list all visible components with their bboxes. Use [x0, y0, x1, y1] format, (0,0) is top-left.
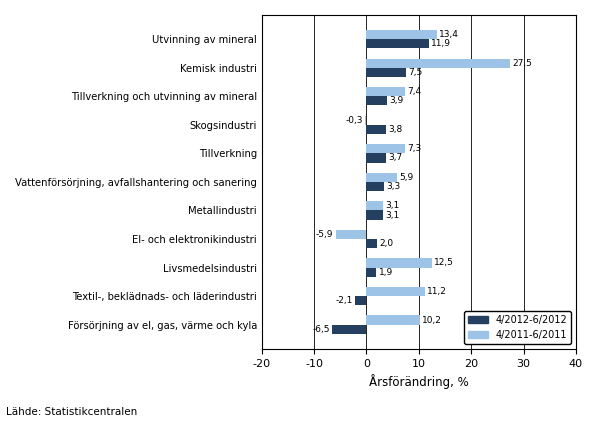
- Bar: [367, 201, 383, 210]
- Text: -0,3: -0,3: [345, 116, 363, 125]
- Bar: [367, 59, 511, 68]
- Bar: [367, 30, 437, 39]
- Bar: [367, 239, 377, 248]
- Bar: [367, 268, 376, 277]
- Legend: 4/2012-6/2012, 4/2011-6/2011: 4/2012-6/2012, 4/2011-6/2011: [464, 312, 571, 344]
- Text: 7,5: 7,5: [408, 68, 422, 77]
- Text: 12,5: 12,5: [434, 258, 454, 267]
- Text: 3,1: 3,1: [385, 210, 399, 219]
- Bar: [332, 325, 367, 334]
- Text: -6,5: -6,5: [313, 325, 330, 334]
- Text: 3,7: 3,7: [388, 154, 402, 163]
- Text: 2,0: 2,0: [379, 239, 393, 248]
- Text: 3,3: 3,3: [386, 182, 400, 191]
- Text: 7,4: 7,4: [407, 87, 422, 96]
- Text: 5,9: 5,9: [399, 173, 414, 182]
- Text: 7,3: 7,3: [407, 144, 421, 153]
- Text: 3,8: 3,8: [389, 125, 402, 134]
- Text: -2,1: -2,1: [336, 296, 353, 305]
- Text: 27,5: 27,5: [512, 59, 532, 68]
- Text: Lähde: Statistikcentralen: Lähde: Statistikcentralen: [6, 407, 137, 417]
- Text: 11,2: 11,2: [427, 287, 447, 296]
- Bar: [367, 182, 384, 191]
- Bar: [355, 296, 367, 305]
- Text: 1,9: 1,9: [379, 268, 393, 277]
- Bar: [367, 68, 406, 77]
- Bar: [367, 210, 383, 220]
- Bar: [367, 96, 387, 106]
- Bar: [367, 87, 405, 96]
- Bar: [367, 287, 425, 296]
- Text: -5,9: -5,9: [316, 230, 334, 239]
- X-axis label: Årsförändring, %: Årsförändring, %: [369, 374, 469, 389]
- Bar: [335, 230, 367, 239]
- Bar: [367, 153, 386, 163]
- Bar: [367, 258, 432, 268]
- Bar: [367, 125, 386, 134]
- Bar: [367, 315, 420, 325]
- Bar: [365, 116, 367, 125]
- Text: 13,4: 13,4: [439, 30, 459, 39]
- Text: 3,1: 3,1: [385, 201, 399, 210]
- Text: 10,2: 10,2: [422, 316, 442, 325]
- Text: 3,9: 3,9: [389, 96, 403, 105]
- Bar: [367, 39, 429, 48]
- Text: 11,9: 11,9: [431, 40, 451, 48]
- Bar: [367, 144, 405, 153]
- Bar: [367, 173, 397, 182]
